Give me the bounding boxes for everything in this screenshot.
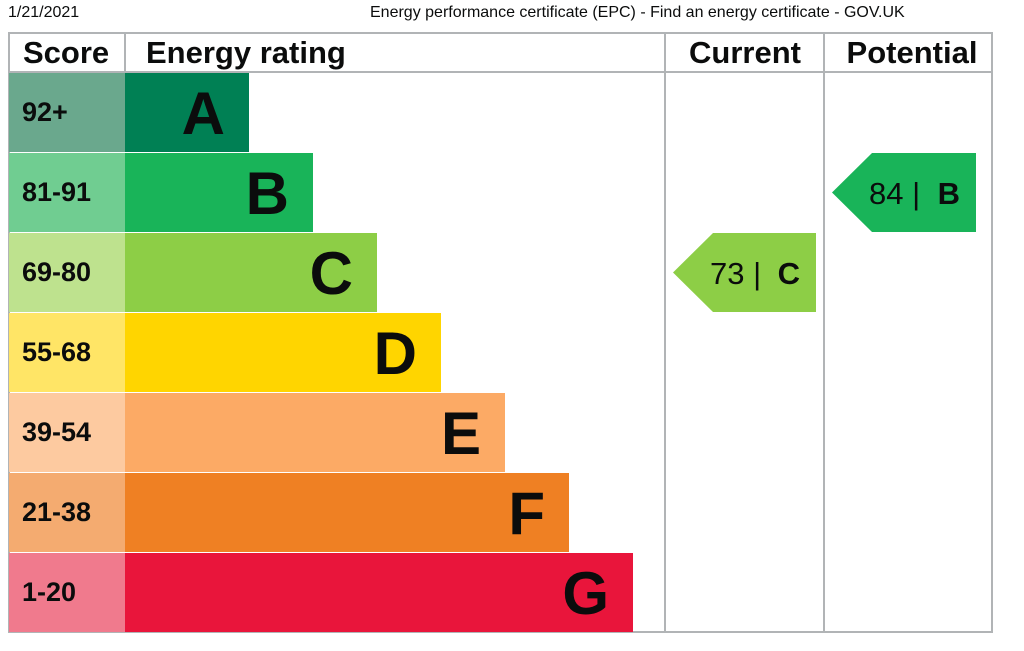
score-range-f: 21-38 <box>22 497 91 527</box>
score-cell-b <box>9 153 125 232</box>
header-current: Current <box>689 35 801 70</box>
current-band-letter: C <box>778 256 800 291</box>
score-cell-g <box>9 553 125 632</box>
band-bar-b <box>125 153 313 232</box>
current-score-label: 73 | <box>710 256 761 291</box>
band-bar-a <box>125 73 249 152</box>
potential-band-letter: B <box>938 176 960 211</box>
current-rating-arrow <box>673 233 816 312</box>
score-cell-f <box>9 473 125 552</box>
band-letter-a: A <box>182 80 225 147</box>
score-range-e: 39-54 <box>22 417 91 447</box>
print-date: 1/21/2021 <box>8 4 80 21</box>
header-score: Score <box>23 35 109 70</box>
band-letter-d: D <box>374 320 417 387</box>
band-letter-g: G <box>562 560 609 627</box>
rating-bands: 92+ A 81-91 B 69-80 C 55-68 D 39-54 E 21-38 F 1-20 G <box>9 73 633 632</box>
score-range-c: 69-80 <box>22 257 91 287</box>
score-range-d: 55-68 <box>22 337 91 367</box>
band-letter-b: B <box>246 160 289 227</box>
band-letter-e: E <box>441 400 481 467</box>
header-energy-rating: Energy rating <box>146 35 346 70</box>
potential-rating-arrow <box>832 153 976 232</box>
score-cell-c <box>9 233 125 312</box>
score-range-a: 92+ <box>22 97 68 127</box>
rating-arrows: 73 | C 84 | B <box>673 153 976 312</box>
band-letter-f: F <box>508 480 545 547</box>
score-cell-a <box>9 73 125 152</box>
potential-score-label: 84 | <box>869 176 920 211</box>
band-bar-e <box>125 393 505 472</box>
score-cell-d <box>9 313 125 392</box>
score-cell-e <box>9 393 125 472</box>
band-letter-c: C <box>310 240 353 307</box>
band-bar-g <box>125 553 633 632</box>
band-bar-f <box>125 473 569 552</box>
band-bar-d <box>125 313 441 392</box>
score-range-g: 1-20 <box>22 577 76 607</box>
print-page-title: Energy performance certificate (EPC) - F… <box>370 4 905 21</box>
print-header: 1/21/2021 Energy performance certificate… <box>8 4 1016 26</box>
band-bar-c <box>125 233 377 312</box>
header-potential: Potential <box>847 35 978 70</box>
score-range-b: 81-91 <box>22 177 91 207</box>
